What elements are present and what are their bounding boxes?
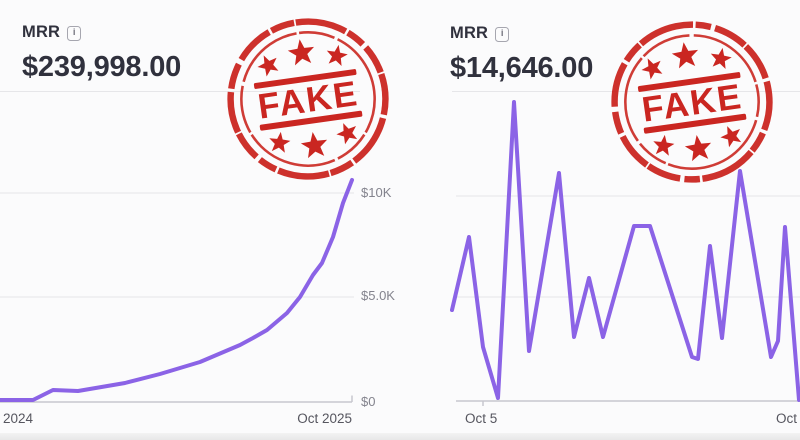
star-icon bbox=[641, 58, 663, 80]
mrr-value: $239,998.00 bbox=[22, 51, 182, 83]
mrr-trend-line bbox=[450, 100, 800, 402]
star-icon bbox=[257, 55, 279, 77]
header-divider bbox=[0, 91, 360, 92]
info-icon[interactable]: i bbox=[67, 25, 82, 41]
x-tick-label: Oct 5 bbox=[465, 411, 498, 426]
bottom-edge-strip bbox=[0, 433, 800, 440]
info-icon[interactable]: i bbox=[495, 26, 510, 42]
star-icon bbox=[300, 132, 328, 159]
star-icon bbox=[336, 123, 358, 145]
metric-header-left: MRR i $239,998.00 bbox=[22, 23, 181, 84]
fake-stamp: FAKE bbox=[606, 16, 778, 188]
star-icon bbox=[653, 134, 675, 156]
star-icon bbox=[710, 47, 732, 69]
star-icon bbox=[684, 135, 712, 162]
star-icon bbox=[326, 44, 348, 66]
y-tick-label: $5.0K bbox=[361, 288, 395, 303]
mrr-label: MRR bbox=[22, 23, 61, 41]
star-icon bbox=[287, 39, 315, 66]
mrr-label: MRR bbox=[450, 24, 489, 42]
star-icon bbox=[720, 126, 742, 148]
x-tick-label: Oct bbox=[776, 411, 798, 426]
star-icon bbox=[269, 131, 291, 153]
y-tick-label: $10K bbox=[361, 185, 392, 200]
mrr-value: $14,646.00 bbox=[450, 52, 594, 84]
metric-header-right: MRR i $14,646.00 bbox=[450, 24, 593, 85]
y-tick-label: $0 bbox=[361, 394, 376, 409]
x-tick-label: Oct 2025 bbox=[297, 411, 352, 426]
star-icon bbox=[671, 42, 699, 69]
x-tick-label: 2024 bbox=[3, 411, 34, 426]
mrr-trend-line bbox=[0, 178, 354, 402]
fake-stamp: FAKE bbox=[222, 13, 394, 185]
